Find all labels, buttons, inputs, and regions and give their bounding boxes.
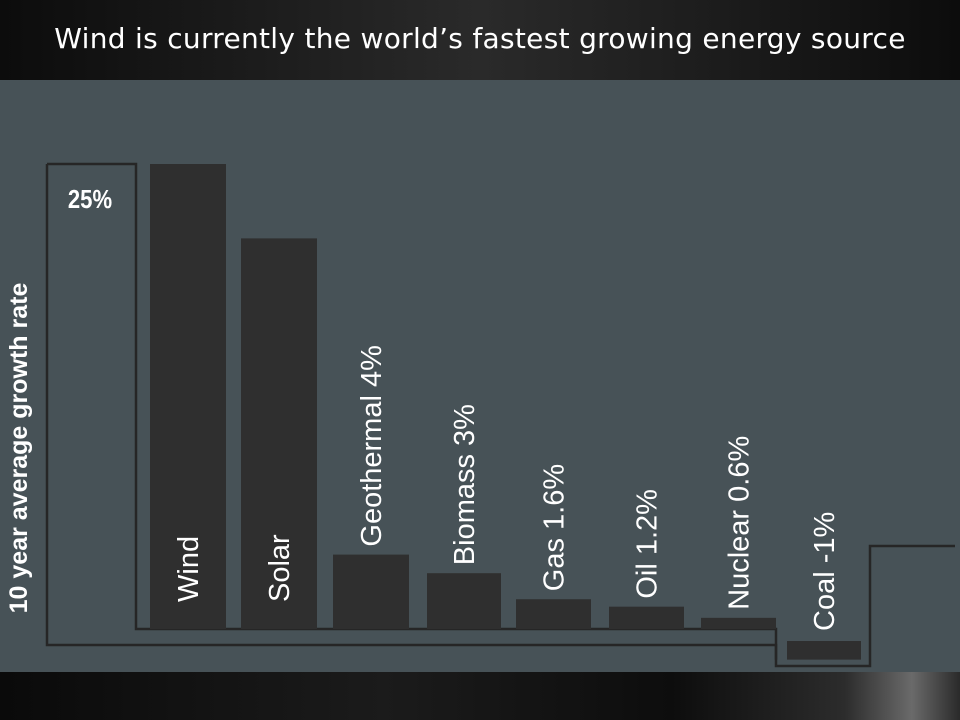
bar-label-wind: Wind bbox=[173, 536, 205, 602]
bar-label-geothermal: Geothermal 4% bbox=[356, 345, 388, 546]
y-axis-label: 10 year average growth rate bbox=[5, 283, 33, 614]
growth-rate-chart: Wind Solar Geothermal 4% Biomass 3% Gas 1.6%… bbox=[5, 162, 955, 668]
bar-label-coal: Coal -1% bbox=[809, 512, 841, 631]
bar-oil bbox=[609, 606, 684, 629]
bar-geothermal bbox=[333, 554, 409, 629]
bar-label-solar: Solar bbox=[264, 534, 296, 602]
bar-label-nuclear: Nuclear 0.6% bbox=[724, 436, 756, 610]
slide-title: Wind is currently the world’s fastest gr… bbox=[54, 22, 906, 55]
bar-biomass bbox=[427, 573, 501, 629]
wind-callout-label: 25% bbox=[68, 185, 112, 214]
bottom-band bbox=[0, 672, 960, 720]
bar-label-biomass: Biomass 3% bbox=[449, 404, 481, 565]
bar-label-gas: Gas 1.6% bbox=[539, 464, 571, 591]
bar-label-oil: Oil 1.2% bbox=[632, 489, 664, 599]
bar-gas bbox=[516, 599, 591, 629]
title-band: Wind is currently the world’s fastest gr… bbox=[0, 0, 960, 80]
callout-box bbox=[47, 162, 778, 660]
chart-outline bbox=[45, 164, 955, 668]
bar-wind bbox=[150, 164, 226, 629]
bar-solar bbox=[241, 238, 317, 629]
bar-nuclear bbox=[701, 617, 776, 629]
bar-coal bbox=[787, 641, 861, 660]
